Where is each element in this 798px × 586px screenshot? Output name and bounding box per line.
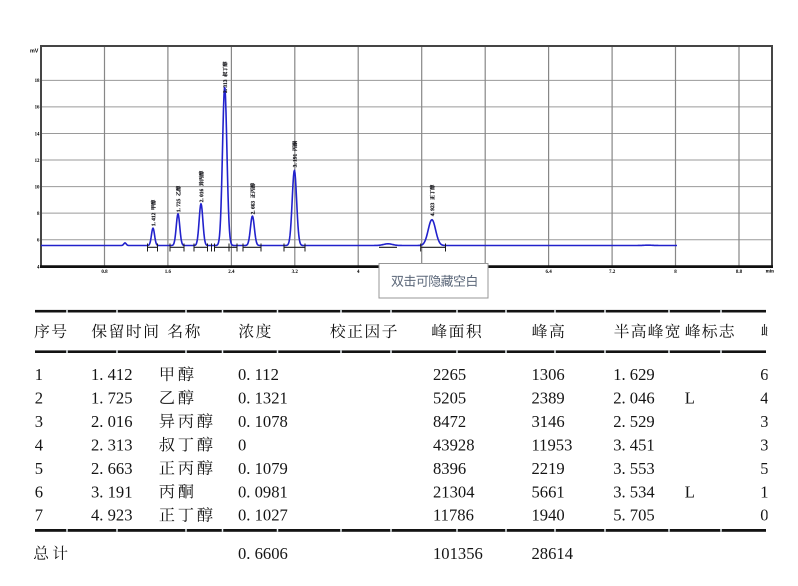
svg-text:4. 923: 4. 923 — [91, 506, 132, 525]
svg-text:11953: 11953 — [532, 435, 573, 454]
svg-text:4: 4 — [357, 270, 360, 275]
svg-text:L: L — [685, 482, 695, 501]
svg-text:101356: 101356 — [433, 544, 483, 563]
svg-text:4: 4 — [35, 435, 44, 454]
svg-text:3. 191: 3. 191 — [91, 482, 132, 501]
svg-text:3146: 3146 — [532, 412, 565, 431]
svg-text:2219: 2219 — [532, 459, 565, 478]
svg-text:3: 3 — [760, 412, 768, 431]
svg-text:1: 1 — [35, 365, 43, 384]
svg-text:5: 5 — [35, 459, 43, 478]
svg-text:L: L — [685, 388, 695, 407]
svg-text:2. 016: 2. 016 — [91, 412, 132, 431]
svg-text:2.4: 2.4 — [228, 270, 235, 275]
svg-text:0. 0981: 0. 0981 — [238, 482, 288, 501]
svg-text:4: 4 — [37, 265, 40, 270]
svg-text:5205: 5205 — [433, 388, 466, 407]
svg-text:1.6: 1.6 — [165, 270, 172, 275]
svg-text:4: 4 — [760, 388, 769, 407]
svg-text:7: 7 — [35, 506, 43, 525]
svg-text:6: 6 — [35, 482, 43, 501]
svg-text:5: 5 — [760, 459, 768, 478]
svg-text:1940: 1940 — [532, 506, 565, 525]
svg-text:8: 8 — [37, 212, 40, 217]
svg-text:12: 12 — [35, 159, 40, 164]
svg-text:3. 553: 3. 553 — [613, 459, 654, 478]
svg-text:3. 534: 3. 534 — [613, 482, 655, 501]
svg-text:0. 1078: 0. 1078 — [238, 412, 288, 431]
svg-text:2265: 2265 — [433, 365, 466, 384]
svg-text:1: 1 — [760, 482, 768, 501]
svg-text:0. 1321: 0. 1321 — [238, 388, 288, 407]
svg-text:3: 3 — [760, 435, 768, 454]
svg-text:3: 3 — [35, 412, 43, 431]
svg-text:43928: 43928 — [433, 435, 474, 454]
svg-text:0. 1079: 0. 1079 — [238, 459, 288, 478]
svg-text:6.4: 6.4 — [545, 270, 552, 275]
svg-text:2. 529: 2. 529 — [613, 412, 654, 431]
svg-text:1. 412: 1. 412 — [91, 365, 132, 384]
svg-text:3. 451: 3. 451 — [613, 435, 654, 454]
svg-text:10: 10 — [35, 185, 40, 190]
svg-text:28614: 28614 — [532, 544, 574, 563]
svg-text:7.2: 7.2 — [609, 270, 616, 275]
svg-text:8: 8 — [674, 270, 677, 275]
svg-text:8396: 8396 — [433, 459, 466, 478]
svg-text:6: 6 — [37, 239, 40, 244]
svg-text:6: 6 — [760, 365, 768, 384]
svg-text:16: 16 — [35, 106, 40, 111]
svg-text:2. 046: 2. 046 — [613, 388, 654, 407]
svg-text:2389: 2389 — [532, 388, 565, 407]
svg-text:0.8: 0.8 — [101, 270, 108, 275]
svg-text:mV: mV — [30, 49, 39, 55]
svg-text:1. 725: 1. 725 — [91, 388, 132, 407]
svg-text:0: 0 — [760, 506, 768, 525]
svg-text:14: 14 — [35, 132, 40, 137]
svg-text:2. 663: 2. 663 — [91, 459, 132, 478]
svg-text:5. 705: 5. 705 — [613, 506, 654, 525]
svg-text:0. 6606: 0. 6606 — [238, 544, 288, 563]
svg-text:1306: 1306 — [532, 365, 565, 384]
svg-text:3.2: 3.2 — [292, 270, 299, 275]
svg-text:11786: 11786 — [433, 506, 474, 525]
svg-text:2: 2 — [35, 388, 43, 407]
svg-text:0. 1027: 0. 1027 — [238, 506, 288, 525]
svg-text:2. 313: 2. 313 — [91, 435, 132, 454]
svg-text:18: 18 — [35, 79, 40, 84]
svg-text:8.8: 8.8 — [736, 270, 743, 275]
svg-text:min: min — [766, 270, 775, 275]
svg-text:21304: 21304 — [433, 482, 475, 501]
svg-text:5661: 5661 — [532, 482, 565, 501]
svg-text:0: 0 — [238, 435, 246, 454]
svg-text:1. 629: 1. 629 — [613, 365, 654, 384]
svg-text:8472: 8472 — [433, 412, 466, 431]
svg-text:0. 112: 0. 112 — [238, 365, 279, 384]
